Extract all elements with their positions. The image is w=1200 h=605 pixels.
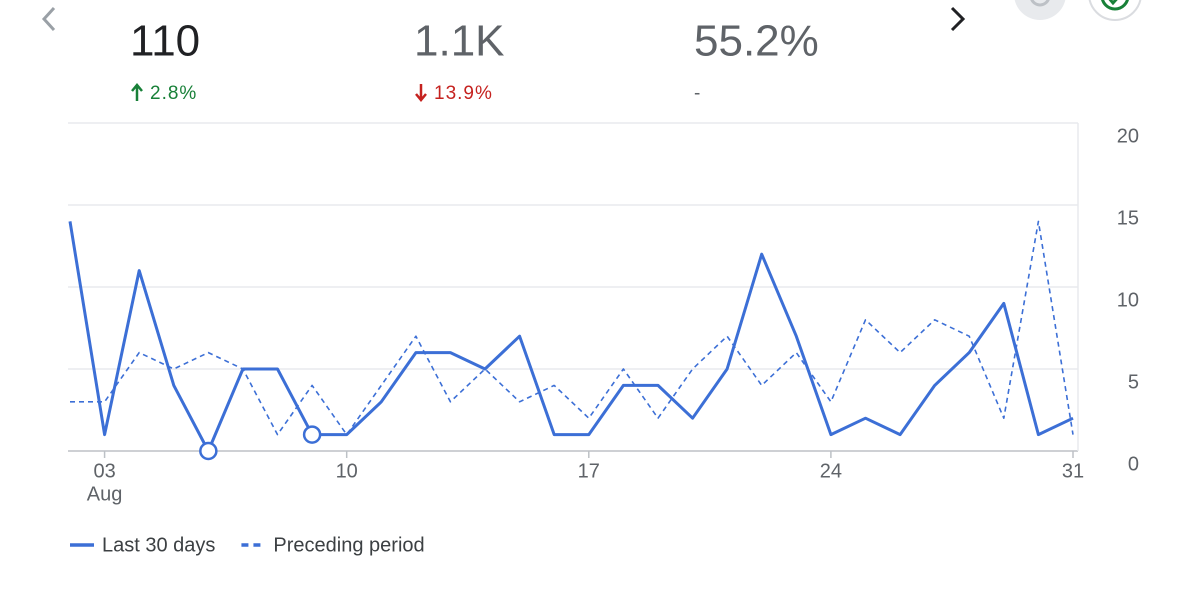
legend-label: Last 30 days [102, 534, 215, 556]
x-tick-label: 17 [578, 460, 600, 482]
metric-change: 13.9% [434, 83, 493, 104]
legend-label: Preceding period [273, 534, 424, 556]
icon-button[interactable] [1014, 0, 1066, 20]
x-tick-label: 03 [93, 460, 115, 482]
trend-arrow [131, 83, 143, 101]
y-tick-label: 5 [1128, 371, 1139, 393]
y-tick-label: 20 [1117, 125, 1139, 147]
series-line [68, 221, 1074, 453]
trend-arrow [415, 84, 427, 102]
y-tick-label: 15 [1117, 207, 1139, 229]
metric-change: - [694, 83, 701, 104]
metric-value: 55.2% [694, 17, 819, 66]
highlight-point [199, 441, 218, 461]
status-icon [1101, 0, 1129, 11]
x-tick-label: 31 [1062, 460, 1084, 482]
x-tick-label: 24 [820, 460, 842, 482]
metric-change: 2.8% [150, 83, 197, 104]
y-tick-label: 10 [1117, 289, 1139, 311]
prev-button[interactable] [41, 6, 56, 32]
x-month-label: Aug [87, 483, 123, 505]
y-tick-label: 0 [1128, 453, 1139, 475]
x-tick-label: 10 [336, 460, 358, 482]
metric-value: 1.1K [414, 17, 505, 66]
highlight-point [302, 425, 322, 444]
next-button[interactable] [950, 6, 966, 32]
metric-value: 110 [130, 17, 200, 66]
icon [1030, 0, 1050, 7]
check [1108, 0, 1118, 6]
